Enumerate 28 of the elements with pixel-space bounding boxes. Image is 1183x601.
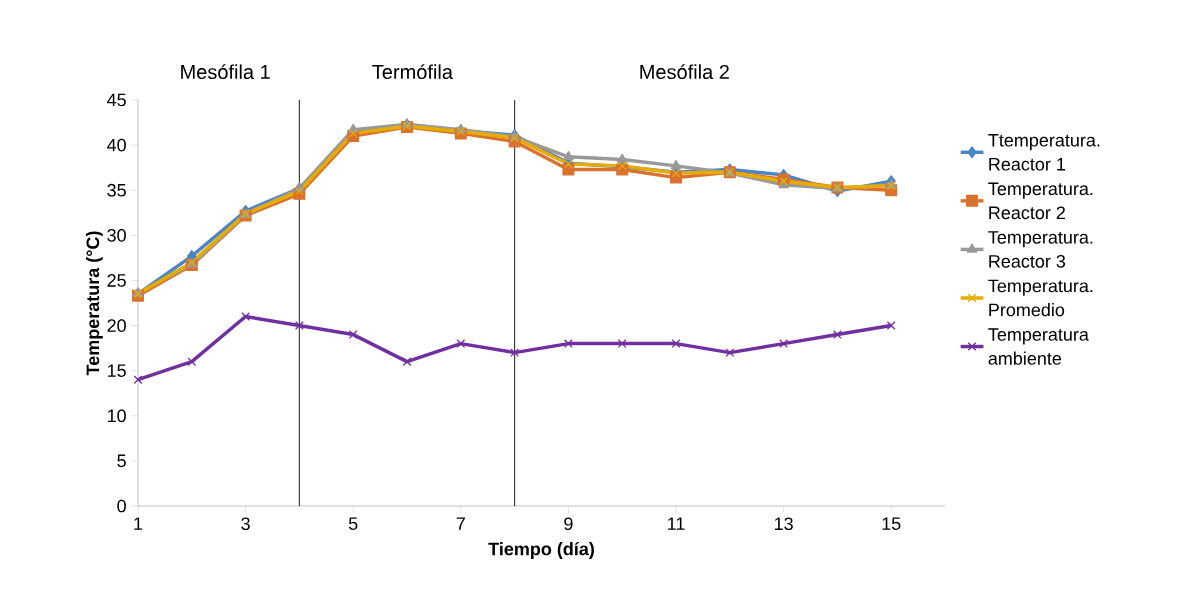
y-axis-title: Temperatura (°C) — [86, 231, 103, 376]
legend-label: Temperatura. Reactor 3 — [988, 231, 1093, 268]
x-tick-label: 7 — [456, 517, 465, 530]
y-tick-label: 10 — [107, 409, 126, 423]
y-tick-label: 5 — [117, 454, 126, 468]
x-tick-label: 1 — [134, 517, 143, 530]
text: Termófila — [372, 64, 453, 80]
legend-label: Ttemperatura. Reactor 1 — [988, 134, 1100, 171]
y-tick-label: 20 — [107, 319, 126, 332]
y-tick-label: 15 — [107, 364, 126, 377]
y-tick-label: 45 — [107, 93, 126, 107]
y-tick-label: 25 — [107, 274, 126, 287]
legend-label: Temperatura. Promedio — [988, 279, 1093, 317]
x-axis-title: Tiempo (día) — [488, 541, 594, 559]
x-tick-label: 9 — [564, 517, 573, 531]
x-tick-label: 3 — [241, 517, 250, 531]
x-tick-label: 15 — [882, 517, 901, 530]
legend-label: Temperatura. Reactor 2 — [988, 182, 1093, 220]
text: Mesófila 2 — [640, 64, 729, 80]
y-tick-label: 0 — [117, 499, 126, 513]
y-tick-label: 35 — [107, 183, 126, 197]
x-tick-label: 11 — [668, 517, 685, 530]
x-tick-label: 13 — [774, 517, 793, 531]
y-tick-label: 40 — [107, 138, 126, 152]
text: Mesófila 1 — [181, 64, 270, 80]
x-tick-label: 5 — [348, 517, 358, 530]
y-tick-label: 30 — [107, 228, 126, 242]
legend-label: Temperatura ambiente — [988, 328, 1089, 365]
